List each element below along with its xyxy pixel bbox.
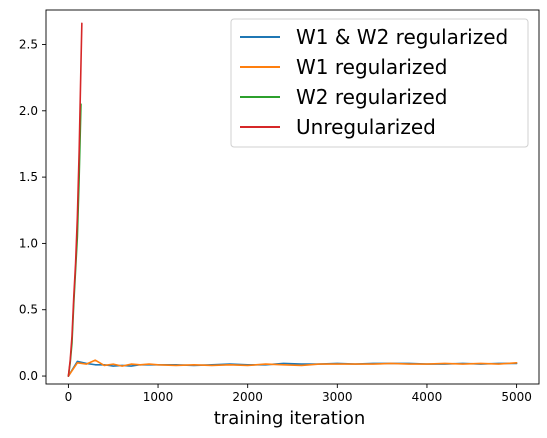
legend-label: W1 regularized (296, 55, 447, 79)
legend-label: W1 & W2 regularized (296, 25, 508, 49)
plot-frame (45, 9, 540, 385)
legend: W1 & W2 regularized W1 regularized W2 regu… (230, 18, 529, 148)
y-tick-label: 0.5 (19, 303, 38, 317)
x-tick-label: 1000 (143, 390, 174, 404)
x-axis: 0 1000 2000 3000 4000 5000 (65, 384, 532, 404)
legend-box (230, 18, 529, 148)
y-tick-label: 0.0 (19, 369, 38, 383)
y-tick-label: 1.5 (19, 170, 38, 184)
series-line-1 (67, 359, 518, 377)
y-tick-label: 1.0 (19, 236, 38, 250)
x-tick-label: 4000 (412, 390, 443, 404)
y-tick-label: 2.0 (19, 104, 38, 118)
x-tick-label: 3000 (322, 390, 353, 404)
y-axis: 0.0 0.5 1.0 1.5 2.0 2.5 (19, 37, 46, 383)
x-tick-label: 0 (65, 390, 73, 404)
legend-label: Unregularized (296, 115, 436, 139)
x-axis-title: training iteration (214, 408, 366, 429)
y-tick-label: 2.5 (19, 37, 38, 51)
legend-label: W2 regularized (296, 85, 447, 109)
x-tick-label: 5000 (501, 390, 532, 404)
plot-lines (67, 22, 518, 377)
series-line-3 (67, 22, 83, 377)
x-tick-label: 2000 (232, 390, 263, 404)
